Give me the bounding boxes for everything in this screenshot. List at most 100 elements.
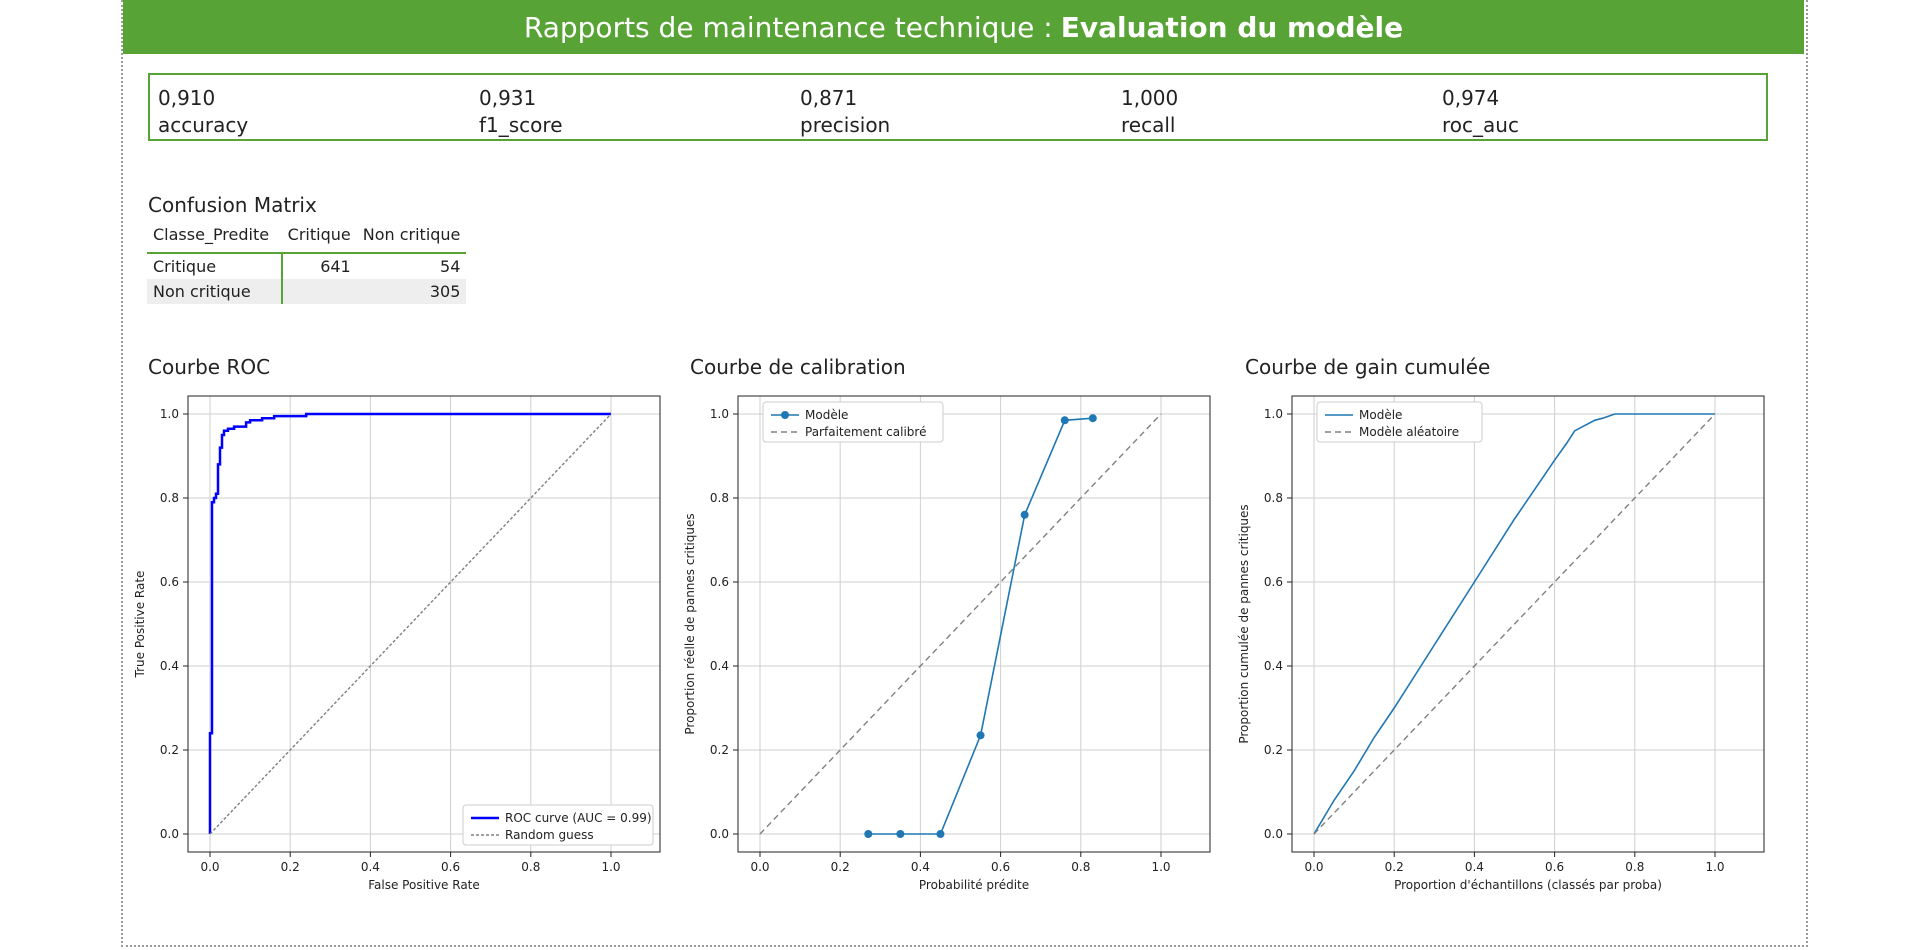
kpi-value: 0,910 [158, 86, 216, 110]
y-tick-label: 0.4 [160, 659, 179, 673]
y-tick-label: 0.2 [1264, 743, 1283, 757]
y-tick-label: 0.0 [1264, 827, 1283, 841]
roc-title: Courbe ROC [148, 355, 271, 379]
x-tick-label: 0.8 [1071, 860, 1090, 874]
x-tick-label: 0.4 [1465, 860, 1484, 874]
kpi-roc-auc: 0,974 roc_auc [1442, 85, 1519, 139]
cell-non-critique: 54 [440, 257, 461, 276]
legend-box [1316, 401, 1483, 443]
x-tick-label: 0.6 [991, 860, 1010, 874]
y-tick-label: 0.8 [710, 491, 729, 505]
plot-frame [737, 395, 1211, 853]
kpi-label: accuracy [158, 113, 249, 137]
legend-box [762, 401, 944, 443]
calibration-chart: 0.0 0.0 0.2 0.2 0.4 0.4 0.6 0.6 0.8 0.8 1.0 1.0 Prob… [683, 395, 1211, 892]
series-line [209, 413, 612, 835]
row-label: Critique [147, 253, 283, 279]
plot-frame [1291, 395, 1765, 853]
kpi-value: 0,871 [800, 86, 858, 110]
y-axis-label: Proportion réelle de pannes critiques [683, 513, 697, 734]
gain-title: Courbe de gain cumulée [1245, 355, 1491, 379]
gain-chart: 0.0 0.0 0.2 0.2 0.4 0.4 0.6 0.6 0.8 0.8 1.0 1.0 Prop… [1237, 395, 1765, 892]
calibration-title: Courbe de calibration [690, 355, 906, 379]
x-tick-label: 1.0 [1151, 860, 1170, 874]
kpi-value: 0,931 [479, 86, 537, 110]
legend-entry: Modèle [1359, 408, 1402, 422]
plot-frame [187, 395, 661, 853]
x-tick-label: 0.0 [750, 860, 769, 874]
table-row: Critique 641 54 [147, 253, 466, 279]
y-tick-label: 0.4 [710, 659, 729, 673]
x-tick-label: 0.4 [361, 860, 380, 874]
series-line [868, 417, 1093, 835]
column-header: Critique [281, 221, 357, 254]
column-header: Classe_Predite [147, 221, 282, 254]
roc-chart: 0.0 0.0 0.2 0.2 0.4 0.4 0.6 0.6 0.8 0.8 1.0 1.0 Fals… [133, 395, 661, 892]
series-line [208, 412, 611, 834]
legend-entry: ROC curve (AUC = 0.99) [505, 811, 652, 825]
series-line [759, 413, 1162, 835]
report-header: Rapports de maintenance technique : Eval… [123, 0, 1804, 54]
series-point [864, 830, 873, 838]
series-point [1060, 416, 1069, 425]
legend-entry: Parfaitement calibré [805, 425, 926, 439]
series-point [896, 830, 905, 838]
x-axis-label: Proportion d'échantillons (classés par p… [1394, 878, 1662, 892]
x-tick-label: 0.6 [1545, 860, 1564, 874]
cell-non-critique: 305 [356, 279, 467, 304]
series-point [1020, 510, 1029, 519]
x-tick-label: 0.2 [281, 860, 300, 874]
y-tick-label: 0.8 [160, 491, 179, 505]
legend-box [462, 804, 654, 846]
y-tick-label: 0.2 [710, 743, 729, 757]
kpi-precision: 0,871 precision [800, 85, 890, 139]
column-header: Non critique [356, 221, 467, 254]
series-point [1088, 414, 1097, 423]
y-tick-label: 0.6 [160, 575, 179, 589]
y-tick-label: 0.6 [1264, 575, 1283, 589]
kpi-label: roc_auc [1442, 113, 1519, 137]
y-tick-label: 1.0 [160, 407, 179, 421]
legend-entry: Random guess [505, 828, 594, 842]
series-line [1313, 413, 1715, 835]
legend-marker [781, 411, 789, 419]
y-tick-label: 0.0 [710, 827, 729, 841]
kpi-label: recall [1121, 113, 1176, 137]
kpi-value: 0,974 [1442, 86, 1500, 110]
legend-entry: Modèle [805, 408, 848, 422]
cell-critique: 641 [320, 257, 351, 276]
y-tick-label: 0.4 [1264, 659, 1283, 673]
y-axis-label: Proportion cumulée de pannes critiques [1237, 504, 1251, 743]
kpi-value: 1,000 [1121, 86, 1179, 110]
x-tick-label: 0.0 [1304, 860, 1323, 874]
confusion-matrix-table: Classe_Predite Critique Non critique Cri… [147, 221, 467, 304]
table-header-row: Classe_Predite Critique Non critique [147, 221, 467, 254]
kpi-accuracy: 0,910 accuracy [158, 85, 248, 139]
kpi-label: f1_score [479, 113, 563, 137]
header-title-prefix: Rapports de maintenance technique : [523, 10, 1053, 44]
x-axis-label: False Positive Rate [368, 878, 480, 892]
cell-critique [281, 279, 357, 304]
y-tick-label: 0.0 [160, 827, 179, 841]
x-tick-label: 0.0 [200, 860, 219, 874]
kpi-f1-score: 0,931 f1_score [479, 85, 563, 139]
x-tick-label: 0.6 [441, 860, 460, 874]
x-tick-label: 0.8 [1625, 860, 1644, 874]
series-point [976, 731, 985, 740]
confusion-matrix-title: Confusion Matrix [148, 193, 317, 217]
x-tick-label: 0.4 [911, 860, 930, 874]
legend-entry: Modèle aléatoire [1359, 425, 1459, 439]
y-tick-label: 0.8 [1264, 491, 1283, 505]
y-tick-label: 0.2 [160, 743, 179, 757]
y-tick-label: 0.6 [710, 575, 729, 589]
row-label: Non critique [147, 279, 283, 304]
report-frame [121, 0, 1808, 947]
y-axis-label: True Positive Rate [133, 571, 147, 679]
header-title-bold: Evaluation du modèle [1060, 10, 1404, 44]
table-row: Non critique 305 [147, 279, 467, 304]
kpi-recall: 1,000 recall [1121, 85, 1178, 139]
x-tick-label: 0.2 [831, 860, 850, 874]
x-tick-label: 1.0 [601, 860, 620, 874]
x-tick-label: 0.2 [1385, 860, 1404, 874]
series-point [936, 830, 945, 838]
